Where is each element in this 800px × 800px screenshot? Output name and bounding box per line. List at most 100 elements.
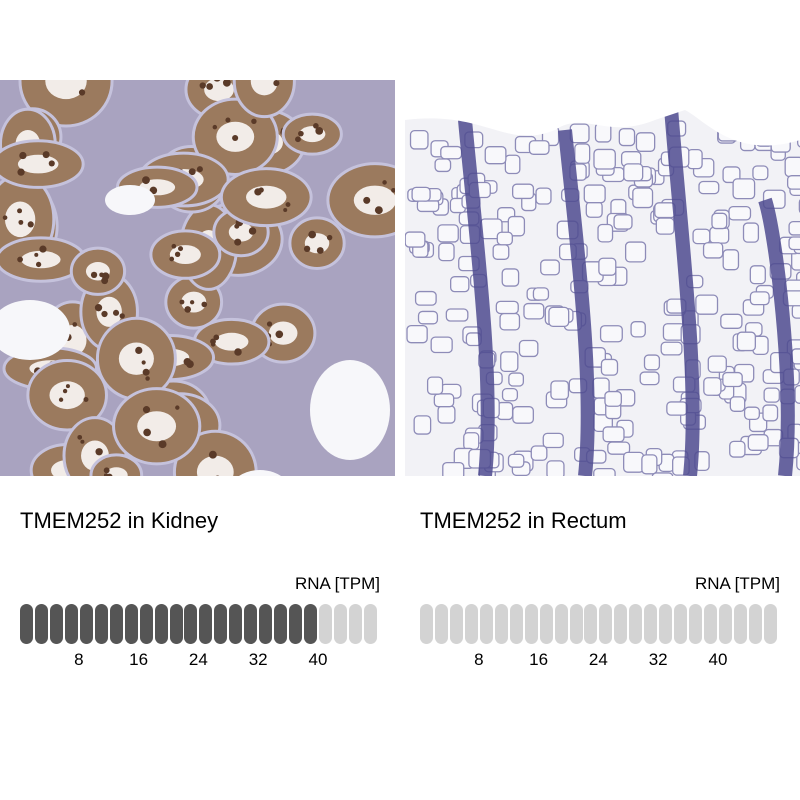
tissue-shape [58, 397, 64, 402]
tissue-shape [266, 321, 273, 327]
rna-bar-segment [479, 604, 493, 644]
tissue-shape [532, 287, 550, 301]
tissue-shape [96, 296, 122, 327]
tissue-shape [77, 434, 83, 440]
tissue-shape [729, 396, 746, 412]
rna-bar-segment [554, 604, 568, 644]
tissue-shape [17, 154, 59, 174]
tissue-shape [414, 290, 437, 306]
rna-bar-segment [494, 604, 508, 644]
tissue-shape [518, 339, 539, 358]
tissue-shape [273, 80, 280, 87]
tissue-shape [602, 426, 625, 443]
tissue-shape [19, 151, 27, 160]
rectum-rna-bar [420, 604, 780, 644]
tissue-shape [175, 405, 180, 410]
tissue-shape [382, 180, 387, 185]
tissue-shape [796, 452, 800, 471]
tissue-shape [95, 448, 103, 456]
rna-bar-segment [169, 604, 183, 644]
tissue-shape [179, 299, 185, 305]
tissue-shape [791, 250, 800, 271]
rna-bar-segment [199, 604, 213, 644]
tissue-shape [169, 256, 175, 262]
tissue-shape [275, 330, 284, 339]
tissue-shape [119, 313, 125, 319]
tissue-shape [523, 302, 545, 320]
tissue-shape [604, 390, 622, 407]
tissue-shape [742, 222, 760, 243]
tissue-shape [49, 381, 85, 410]
rna-bar-segment [659, 604, 673, 644]
tissue-shape [234, 223, 240, 229]
tick-label: 16 [129, 650, 149, 669]
rna-bar-segment [64, 604, 78, 644]
tissue-shape [142, 368, 150, 376]
tissue-shape [169, 245, 201, 265]
tissue-shape [528, 140, 550, 155]
tissue-shape [94, 304, 103, 312]
rna-bar-segment [184, 604, 198, 644]
tissue-shape [643, 354, 661, 371]
rna-bar-segment [214, 604, 228, 644]
tissue-shape [484, 146, 507, 165]
tissue-shape [143, 428, 151, 437]
tissue-shape [21, 250, 61, 269]
tissue-shape [784, 156, 800, 178]
tissue-shape [707, 355, 727, 373]
rectum-tissue-image [405, 80, 800, 476]
rna-bar-segment [259, 604, 273, 644]
tissue-shape [83, 396, 89, 402]
tissue-shape [27, 221, 34, 228]
rna-bar-segment [34, 604, 48, 644]
tissue-shape [254, 188, 262, 196]
tissue-shape [598, 257, 617, 276]
tissue-shape [232, 80, 296, 119]
tissue-shape [430, 336, 453, 354]
tissue-shape [695, 294, 719, 315]
tissue-shape [232, 134, 239, 142]
tissue-shape [201, 301, 208, 308]
tissue-shape [303, 245, 311, 253]
tissue-shape [62, 388, 68, 394]
tissue-shape [353, 185, 395, 215]
rna-bar-segment [733, 604, 747, 644]
tissue-shape [599, 325, 623, 343]
tissue-shape [583, 184, 606, 204]
tissue-shape [118, 342, 154, 375]
tissue-shape [188, 168, 196, 176]
kidney-rna-label: RNA [TPM] [294, 574, 380, 593]
tissue-shape [722, 371, 743, 388]
tissue-shape [213, 80, 221, 82]
tissue-shape [788, 221, 800, 236]
tissue-shape [283, 207, 288, 212]
tissue-shape [212, 124, 218, 130]
tissue-shape [747, 434, 769, 451]
tissue-shape [437, 224, 459, 243]
tissue-shape [702, 242, 724, 259]
tissue-shape [413, 415, 432, 435]
rna-bar-segment [94, 604, 108, 644]
tissue-shape [654, 202, 676, 219]
tissue-shape [213, 334, 220, 341]
tissue-shape [89, 453, 144, 476]
tissue-shape [142, 406, 151, 414]
tissue-shape [445, 308, 469, 322]
tissue-shape [285, 202, 291, 207]
tissue-shape [310, 360, 390, 460]
tick-label: 8 [74, 650, 84, 669]
tissue-shape [363, 196, 371, 204]
tissue-shape [374, 206, 383, 215]
tissue-shape [762, 404, 779, 422]
tissue-shape [437, 405, 456, 424]
rna-bar-segment [289, 604, 303, 644]
tissue-shape [135, 346, 143, 355]
tissue-shape [736, 331, 756, 352]
rna-bar-segment [748, 604, 762, 644]
rna-bar-segment [719, 604, 732, 644]
tissue-shape [501, 387, 519, 402]
tissue-shape [546, 460, 565, 476]
tissue-shape [391, 187, 395, 193]
tissue-shape [550, 380, 570, 400]
tissue-shape [496, 231, 513, 246]
